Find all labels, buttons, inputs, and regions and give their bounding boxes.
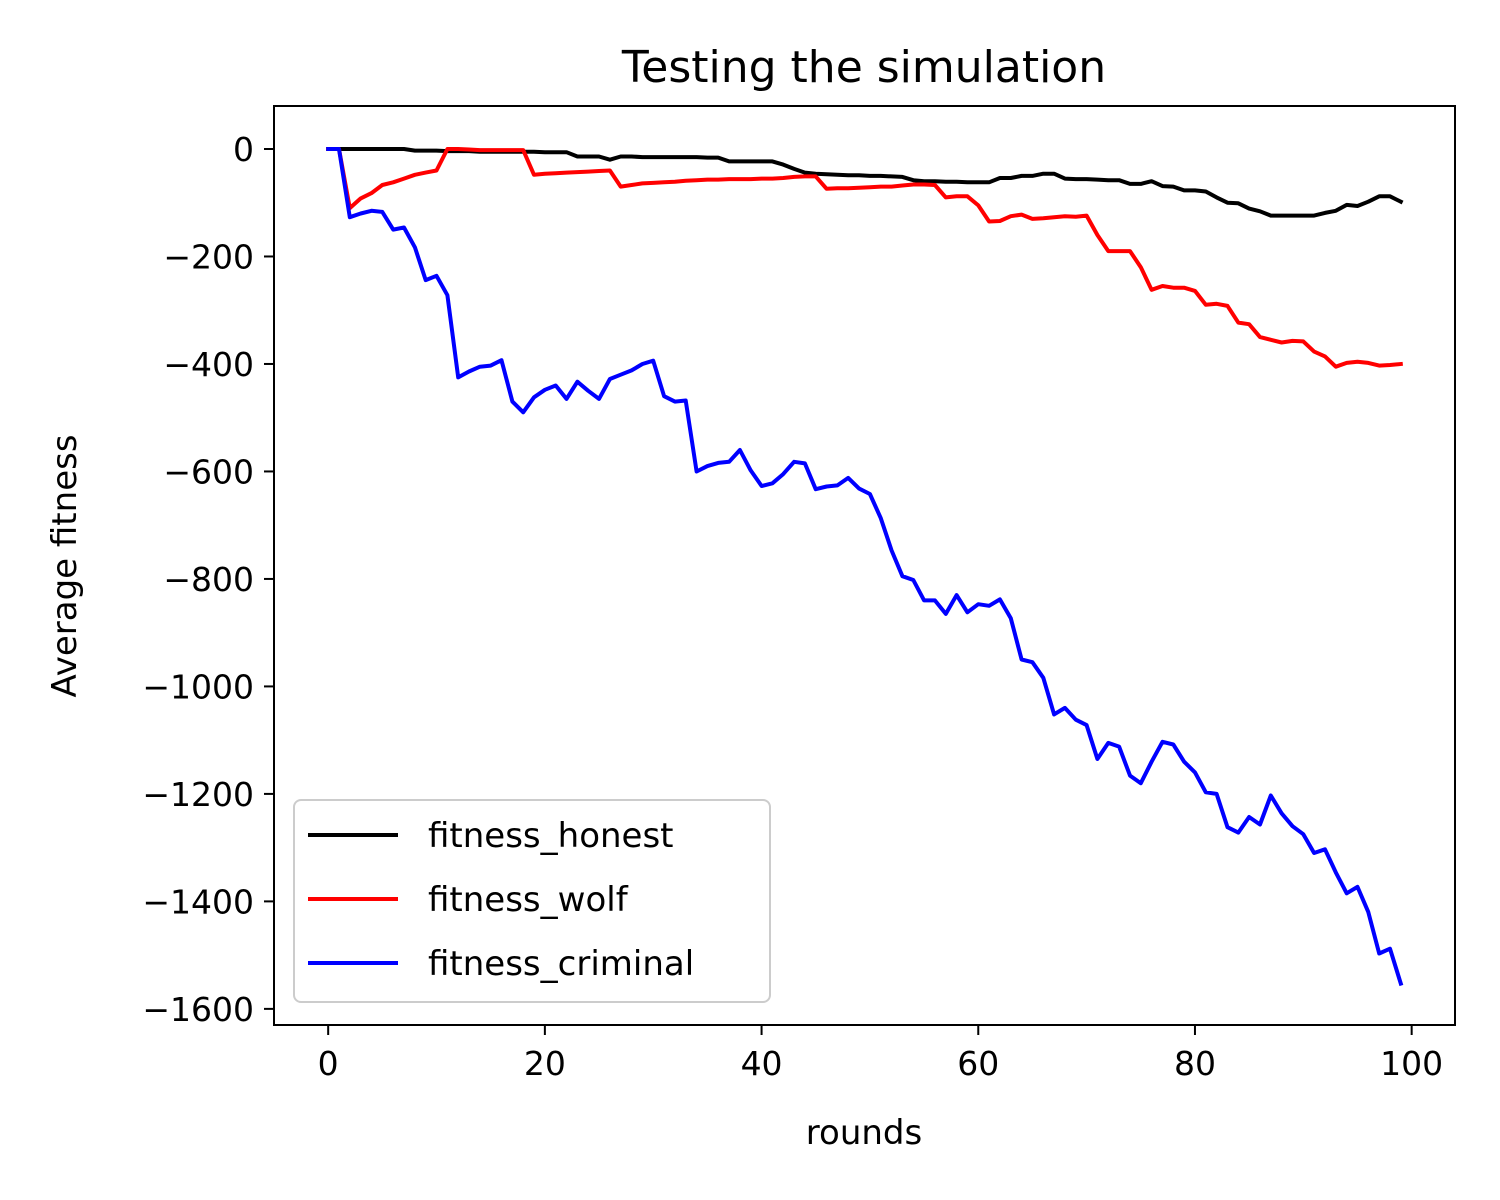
legend: fitness_honest fitness_wolf fitness_crimin… <box>293 799 771 1003</box>
series-line-fitness-criminal <box>326 147 1404 987</box>
y-tick-label: −1200 <box>142 775 254 814</box>
legend-label-fitness-wolf: fitness_wolf <box>428 880 629 920</box>
y-tick-label: −800 <box>163 560 254 599</box>
legend-label-fitness-criminal: fitness_criminal <box>428 944 694 984</box>
y-tick-label: −600 <box>163 452 254 491</box>
legend-box <box>293 799 771 1003</box>
y-tick-label: −1600 <box>142 990 254 1029</box>
x-tick-label: 100 <box>1380 1044 1443 1083</box>
x-tick-label: 80 <box>1174 1044 1216 1083</box>
plot-area <box>273 105 1456 1026</box>
plot-frame <box>273 105 1456 1026</box>
x-axis: 0 20 40 60 80 100 <box>318 1025 1443 1083</box>
y-axis-label: Average fitness <box>45 434 85 697</box>
y-tick-label: −400 <box>163 345 254 384</box>
series-line-fitness-wolf <box>326 147 1403 369</box>
y-tick-label: −200 <box>163 237 254 276</box>
legend-label-fitness-honest: fitness_honest <box>428 816 674 856</box>
x-tick-label: 0 <box>318 1044 339 1083</box>
y-tick-label: −1000 <box>142 667 254 706</box>
x-tick-label: 60 <box>957 1044 999 1083</box>
x-tick-label: 40 <box>741 1044 783 1083</box>
y-tick-label: −1400 <box>142 882 254 921</box>
chart-title: Testing the simulation <box>621 42 1106 93</box>
x-axis-label: rounds <box>806 1113 922 1153</box>
y-axis: 0 −200 −400 −600 −800 −1000 −1200 −1400 −1600 <box>142 130 274 1029</box>
x-tick-label: 20 <box>524 1044 566 1083</box>
y-tick-label: 0 <box>233 130 254 169</box>
